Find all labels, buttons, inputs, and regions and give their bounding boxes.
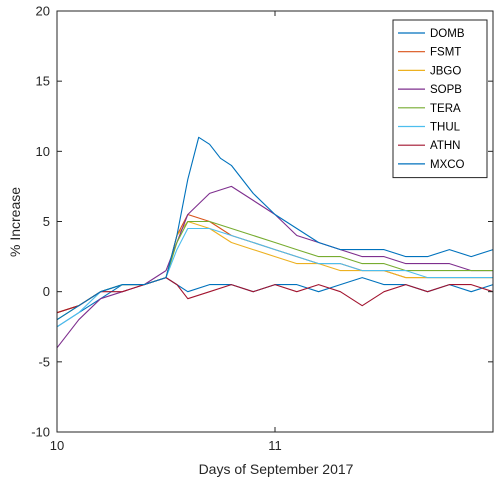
legend-label-jbgo: JBGO [430,65,461,77]
y-tick-label: 20 [36,4,50,19]
series-line-tera [56,220,493,321]
y-tick-label: 15 [36,74,50,89]
y-tick-label: -5 [38,354,50,369]
y-tick-label: -10 [31,425,50,440]
series-layer [56,136,494,349]
legend-label-athn: ATHN [430,140,460,152]
legend-label-sopb: SOPB [430,84,462,96]
y-tick-label: 0 [43,284,50,299]
series-line-mxco [56,136,494,321]
series-line-sopb [56,185,493,349]
x-tick-label: 10 [50,438,64,453]
x-axis-label: Days of September 2017 [199,461,354,477]
legend-label-domb: DOMB [430,28,465,40]
legend-label-tera: TERA [430,103,461,115]
legend: DOMB FSMT JBGO SOPB TERA THUL ATHN MXCO [392,19,488,179]
series-line-thul [56,227,493,328]
x-tick-label: 11 [268,438,282,453]
series-line-athn [56,277,494,314]
y-tick-label: 5 [43,214,50,229]
legend-label-thul: THUL [430,122,461,134]
y-tick-label: 10 [36,144,50,159]
series-line-jbgo [56,220,493,314]
legend-label-mxco: MXCO [430,159,465,171]
legend-label-fsmt: FSMT [430,47,461,59]
y-axis-label: % Increase [7,187,23,257]
legend-box [392,19,488,179]
axes-layer: -10 -5 0 5 10 15 20 10 11 [31,4,494,453]
